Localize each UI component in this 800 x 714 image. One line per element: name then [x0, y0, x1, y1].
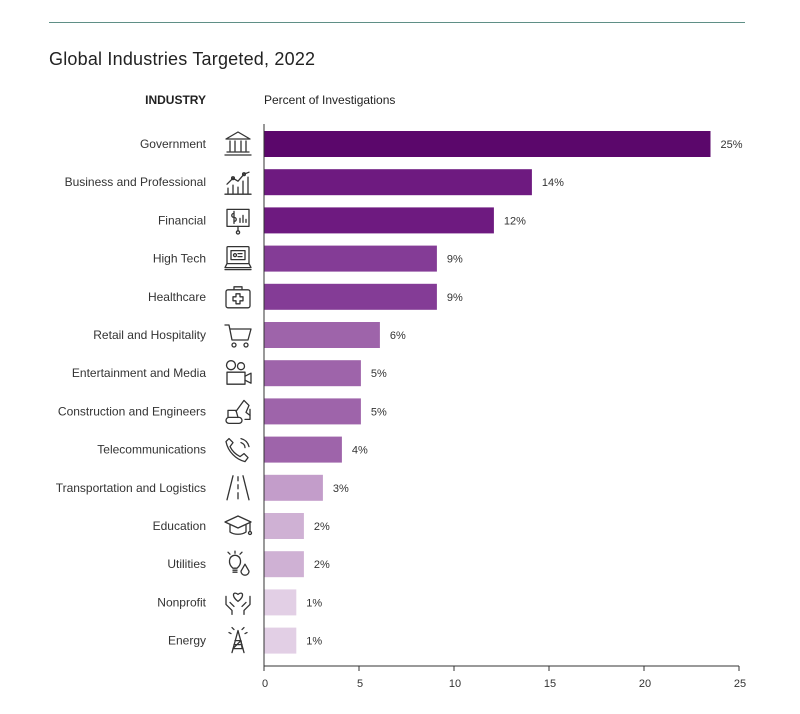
x-tick-label: 15 — [544, 678, 556, 690]
bar-2 — [264, 207, 494, 234]
video-camera-icon — [225, 360, 252, 385]
x-tick-label: 25 — [734, 678, 746, 690]
category-label: Education — [153, 519, 206, 533]
hands-heart-icon — [225, 592, 251, 616]
percent-column-header: Percent of Investigations — [264, 93, 396, 107]
bar-10 — [264, 513, 304, 539]
value-label: 2% — [314, 521, 330, 533]
icons-layer — [224, 131, 253, 654]
bar-5 — [264, 322, 380, 348]
category-label: Government — [140, 137, 207, 151]
medical-kit-icon — [225, 286, 251, 309]
category-label: Nonprofit — [157, 595, 206, 609]
chart-title: Global Industries Targeted, 2022 — [49, 49, 316, 69]
bar-3 — [264, 245, 437, 272]
value-label: 14% — [542, 177, 564, 189]
value-label: 1% — [306, 636, 322, 648]
top-divider — [49, 22, 745, 23]
category-label: Healthcare — [148, 290, 206, 304]
category-label: Entertainment and Media — [72, 366, 206, 380]
bar-11 — [264, 551, 304, 578]
value-label: 12% — [504, 215, 526, 227]
axis-layer: 0 5 10 15 20 25 — [262, 124, 746, 690]
x-tick-label: 20 — [639, 678, 651, 690]
category-label: Retail and Hospitality — [93, 328, 206, 342]
category-label: Utilities — [167, 557, 206, 571]
bar-9 — [264, 474, 323, 501]
bars-layer — [264, 131, 711, 654]
bar-1 — [264, 169, 532, 196]
category-label: Construction and Engineers — [58, 404, 206, 418]
value-label: 25% — [721, 139, 743, 151]
category-label: High Tech — [153, 252, 206, 266]
x-tick-label: 0 — [262, 678, 268, 690]
category-label: Transportation and Logistics — [56, 481, 206, 495]
road-icon — [226, 475, 250, 501]
labels-layer: 25% Government 14% Business and Professiona… — [56, 137, 743, 648]
transmission-tower-icon — [228, 626, 248, 654]
bar-4 — [264, 283, 437, 310]
value-label: 9% — [447, 292, 463, 304]
business-chart-icon — [224, 171, 252, 195]
shopping-cart-icon — [224, 324, 252, 348]
excavator-icon — [225, 399, 251, 425]
value-label: 1% — [306, 597, 322, 609]
graduation-cap-icon — [224, 515, 253, 536]
category-label: Telecommunications — [97, 443, 206, 457]
industry-column-header: INDUSTRY — [145, 93, 206, 107]
value-label: 9% — [447, 254, 463, 266]
x-tick-label: 10 — [449, 678, 461, 690]
value-label: 2% — [314, 559, 330, 571]
telephone-icon — [225, 437, 250, 463]
government-building-icon — [224, 131, 252, 156]
category-label: Energy — [168, 634, 206, 648]
bar-7 — [264, 398, 361, 425]
category-label: Financial — [158, 213, 206, 227]
value-label: 5% — [371, 368, 387, 380]
bar-0 — [264, 131, 711, 157]
lightbulb-water-icon — [227, 550, 250, 576]
bar-8 — [264, 436, 342, 463]
x-tick-label: 5 — [357, 678, 363, 690]
value-label: 4% — [352, 445, 368, 457]
value-label: 3% — [333, 483, 349, 495]
category-label: Business and Professional — [65, 175, 206, 189]
value-label: 6% — [390, 330, 406, 342]
bar-6 — [264, 360, 361, 387]
value-label: 5% — [371, 406, 387, 418]
bar-13 — [264, 627, 297, 654]
bar-12 — [264, 589, 297, 616]
computer-icon — [224, 245, 252, 271]
financial-presentation-icon — [226, 208, 250, 235]
